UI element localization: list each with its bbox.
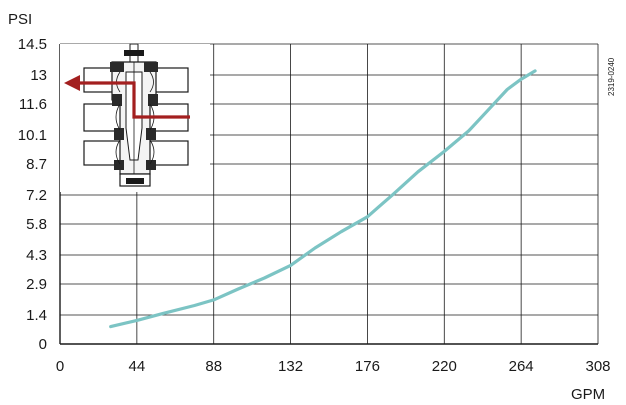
flow-arrow — [76, 81, 190, 119]
figure-code: 2319-0240 — [607, 57, 616, 96]
flow-arrowhead — [64, 75, 80, 91]
x-tick-label: 132 — [278, 358, 303, 375]
y-tick-label: 8.7 — [26, 156, 47, 173]
x-tick-label: 176 — [355, 358, 380, 375]
y-tick-label: 0 — [39, 336, 47, 353]
valve-cross-section-icon — [60, 43, 210, 192]
x-tick-label: 44 — [129, 358, 146, 375]
y-tick-label: 14.5 — [18, 36, 47, 53]
y-tick-label: 2.9 — [26, 276, 47, 293]
y-tick-labels: 0 1.4 2.9 4.3 5.8 7.2 8.7 10.1 11.6 13 14.5 — [18, 36, 47, 353]
y-unit-label: PSI — [8, 11, 32, 28]
y-tick-label: 7.2 — [26, 187, 47, 204]
x-tick-label: 308 — [585, 358, 610, 375]
x-tick-label: 220 — [432, 358, 457, 375]
x-unit-label: GPM — [571, 386, 605, 403]
x-tick-labels: 0 44 88 132 176 220 264 308 — [56, 358, 611, 375]
y-tick-label: 11.6 — [19, 96, 47, 113]
y-tick-label: 5.8 — [26, 216, 47, 233]
x-tick-label: 0 — [56, 358, 64, 375]
x-tick-label: 264 — [509, 358, 534, 375]
series-group — [109, 69, 537, 329]
series-line-0 — [109, 69, 537, 329]
y-tick-label: 4.3 — [26, 247, 47, 264]
x-tick-label: 88 — [205, 358, 222, 375]
y-tick-label: 10.1 — [18, 127, 47, 144]
y-tick-label: 1.4 — [26, 307, 47, 324]
y-tick-label: 13 — [30, 67, 47, 84]
